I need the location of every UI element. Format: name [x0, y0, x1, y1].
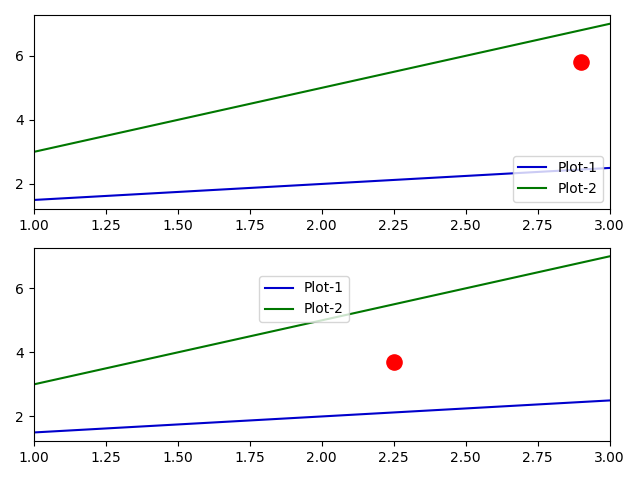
Legend: Plot-1, Plot-2: Plot-1, Plot-2 [259, 276, 349, 322]
Point [388, 358, 399, 366]
Point [576, 59, 586, 66]
Legend: Plot-1, Plot-2: Plot-1, Plot-2 [513, 156, 603, 202]
